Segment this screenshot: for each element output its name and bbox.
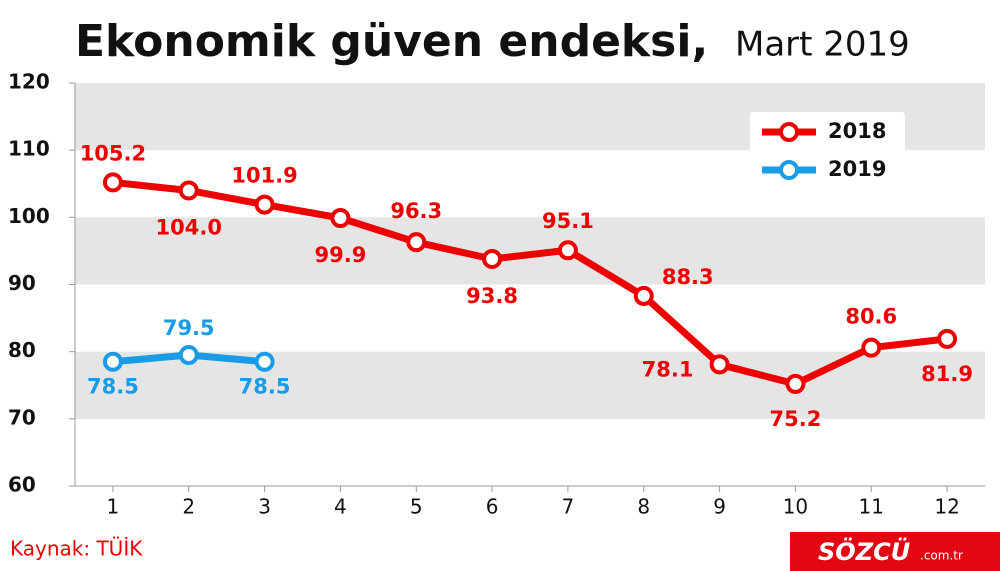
data-label: 99.9 <box>315 243 367 267</box>
x-tick-label: 1 <box>107 495 120 519</box>
data-label: 95.1 <box>542 209 594 233</box>
x-tick-label: 10 <box>783 495 808 519</box>
band <box>75 217 985 285</box>
data-label: 81.9 <box>921 362 973 386</box>
data-label: 96.3 <box>390 199 442 223</box>
legend-marker <box>779 160 799 180</box>
point <box>254 194 275 215</box>
point <box>178 180 199 201</box>
x-tick-label: 9 <box>713 495 726 519</box>
point <box>406 232 427 253</box>
x-tick-label: 12 <box>934 495 959 519</box>
chart-title: Ekonomik güven endeksi, <box>75 16 708 67</box>
x-tick-label: 7 <box>562 495 575 519</box>
point <box>102 351 123 372</box>
point <box>861 337 882 358</box>
brand: SÖZCÜ <box>818 536 910 566</box>
x-tick-label: 6 <box>486 495 499 519</box>
point <box>102 172 123 193</box>
data-label: 78.1 <box>642 357 694 381</box>
source: Kaynak: TÜİK <box>10 537 143 561</box>
chart-subtitle: Mart 2019 <box>735 25 910 65</box>
point <box>709 354 730 375</box>
point <box>785 373 806 394</box>
x-tick-label: 5 <box>410 495 423 519</box>
series-line <box>112 178 948 388</box>
brand-box <box>790 532 1000 571</box>
brand-suffix: .com.tr <box>920 549 963 563</box>
data-label: 78.5 <box>239 375 291 399</box>
y-tick-label: 60 <box>8 473 36 497</box>
data-label: 101.9 <box>231 164 297 188</box>
y-tick-label: 100 <box>8 204 50 228</box>
y-tick-label: 80 <box>8 338 36 362</box>
data-label: 104.0 <box>156 215 222 239</box>
y-tick-label: 90 <box>8 271 36 295</box>
point <box>178 345 199 366</box>
point <box>557 240 578 261</box>
data-label: 79.5 <box>163 316 215 340</box>
data-label: 105.2 <box>80 141 146 165</box>
point <box>254 351 275 372</box>
point <box>330 208 351 229</box>
data-label: 88.3 <box>662 265 714 289</box>
x-tick-label: 8 <box>637 495 650 519</box>
x-tick-label: 2 <box>182 495 195 519</box>
legend-label: 2018 <box>828 119 886 143</box>
point <box>633 285 654 306</box>
x-tick-label: 11 <box>859 495 884 519</box>
y-tick-label: 120 <box>8 70 50 94</box>
point <box>482 248 503 269</box>
data-label: 80.6 <box>845 305 897 329</box>
point <box>937 328 958 349</box>
x-tick-label: 4 <box>334 495 347 519</box>
data-label: 75.2 <box>770 407 822 431</box>
data-label: 78.5 <box>87 375 139 399</box>
y-tick-label: 70 <box>8 405 36 429</box>
y-tick-label: 110 <box>8 137 50 161</box>
legend-label: 2019 <box>828 157 886 181</box>
data-label: 93.8 <box>466 284 518 308</box>
legend-marker <box>779 122 799 142</box>
x-tick-label: 3 <box>258 495 271 519</box>
